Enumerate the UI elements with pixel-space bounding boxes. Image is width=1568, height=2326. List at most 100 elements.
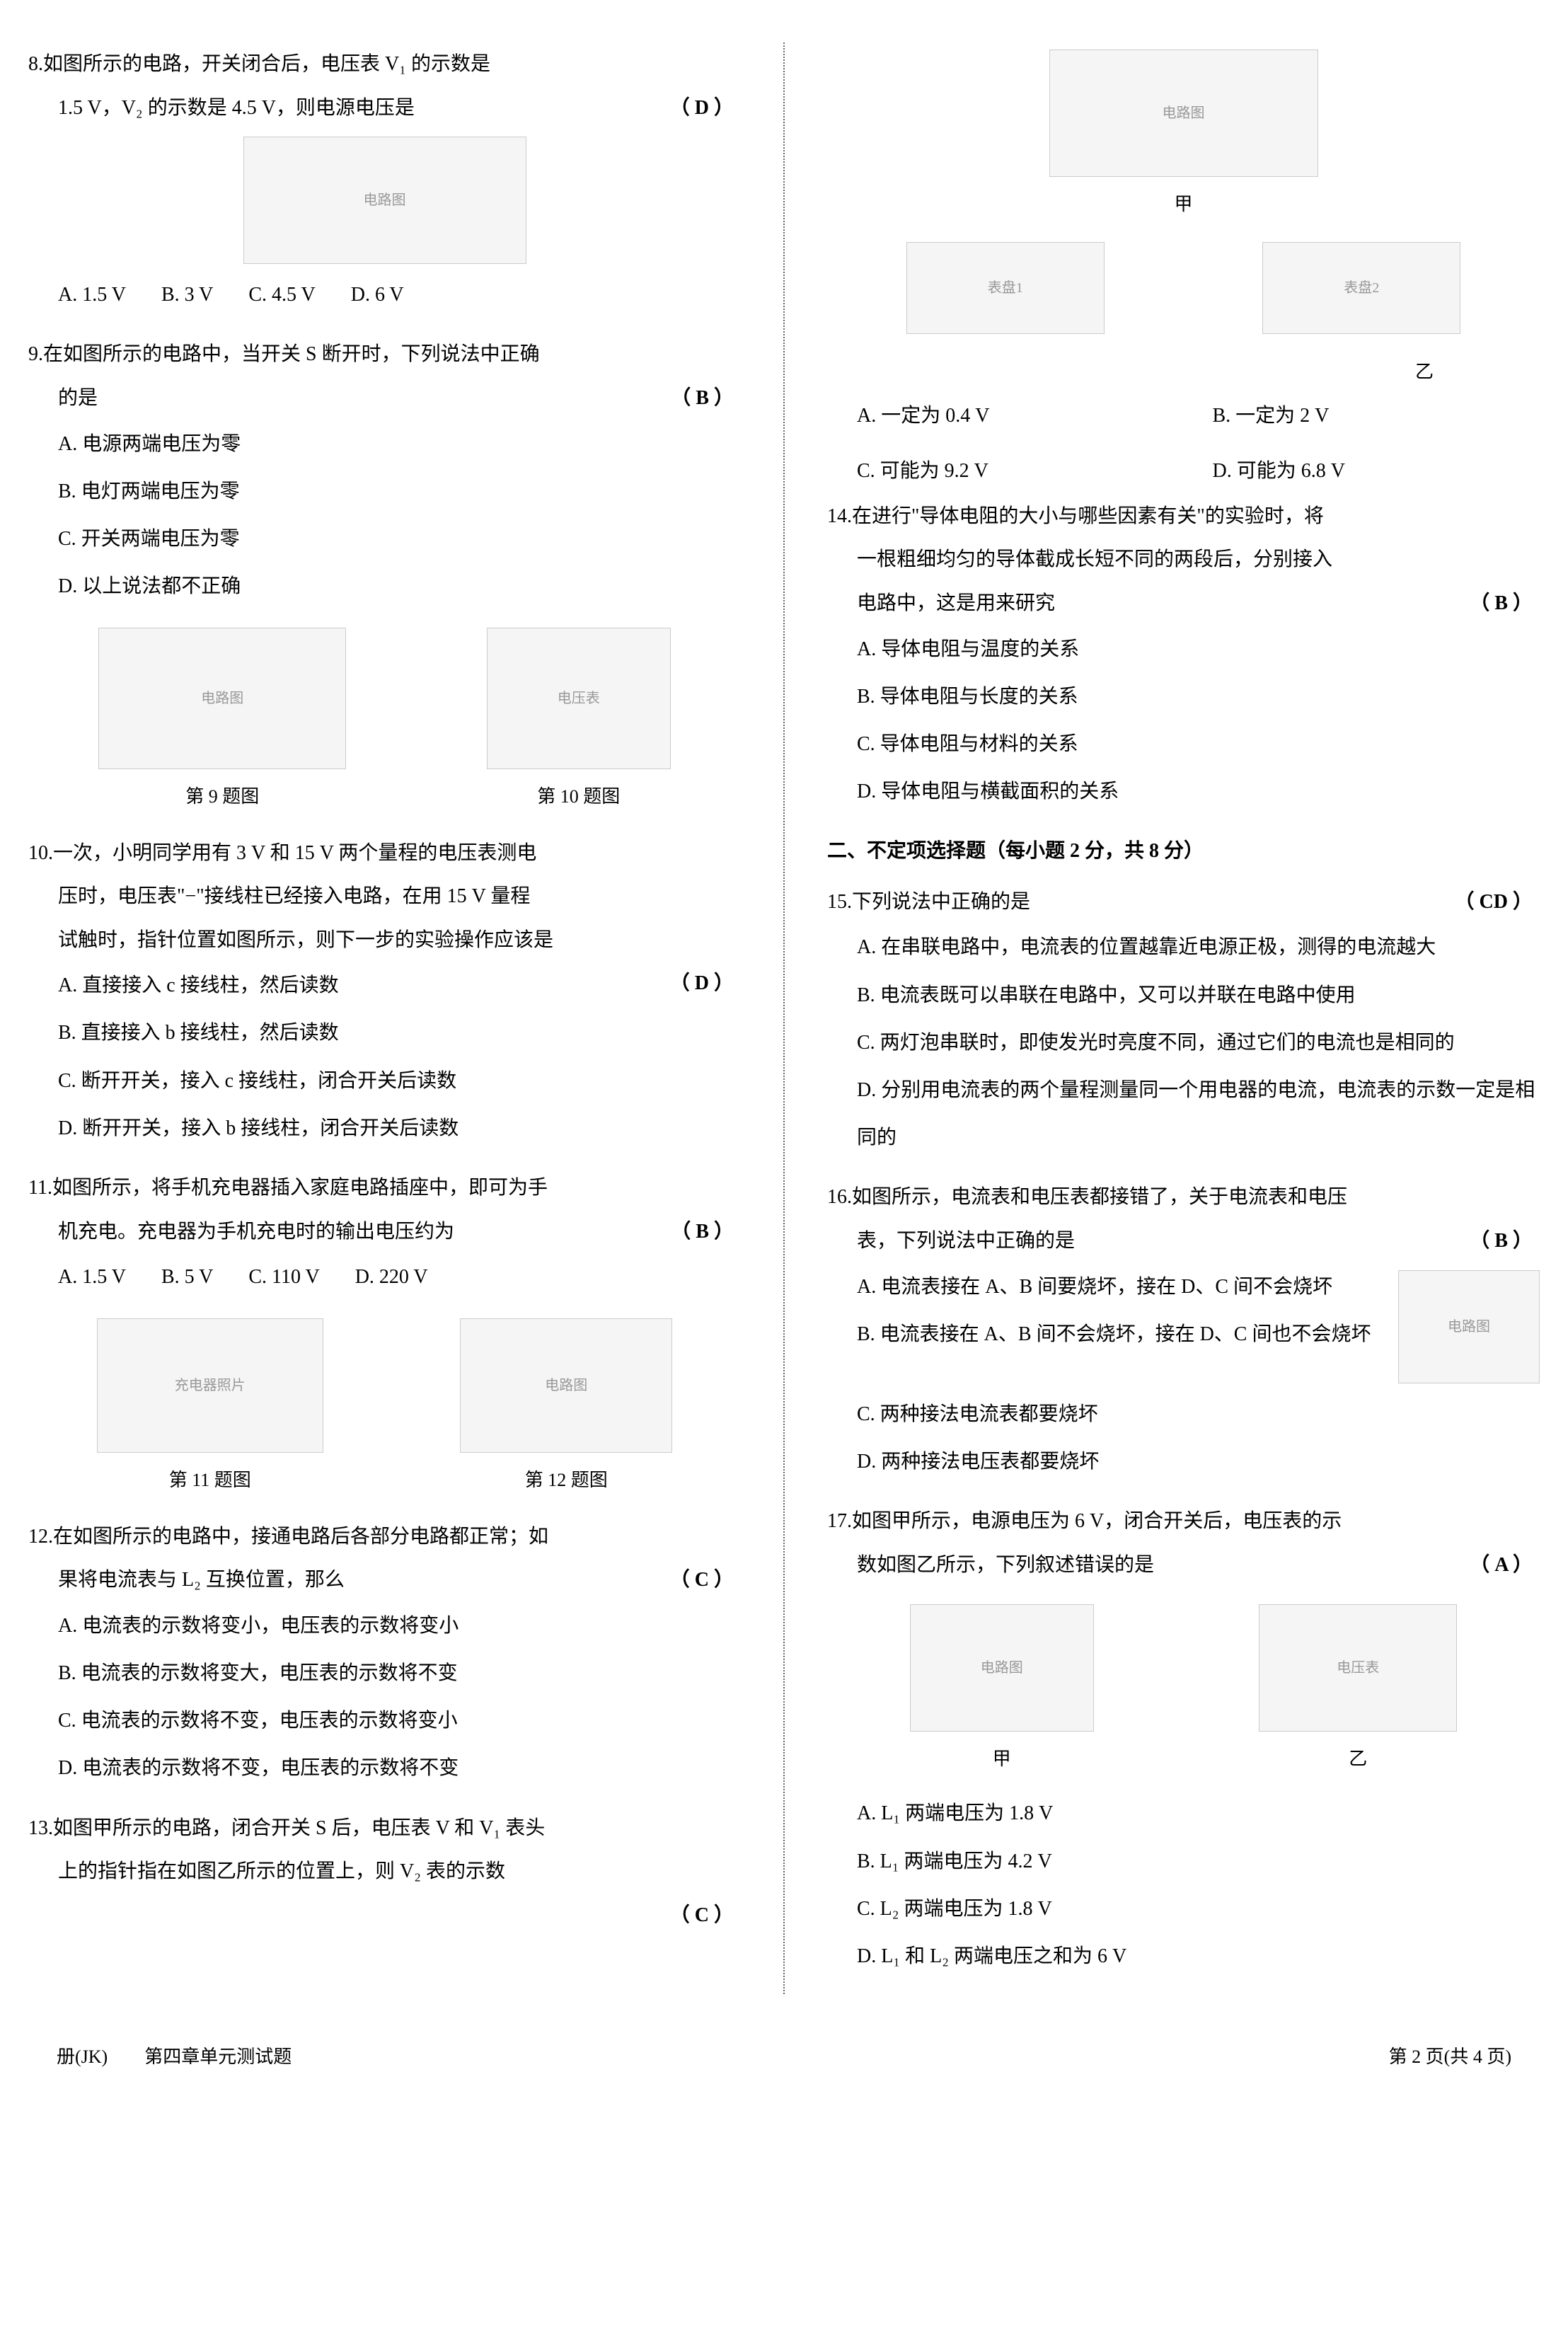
q17-option-a: A. L₁ 两端电压为 1.8 V (857, 1790, 1540, 1837)
q11-answer-value: B (696, 1221, 709, 1243)
q12-figure-item: 电路图 第 12 题图 (460, 1311, 672, 1500)
q17-figures: 电路图 甲 电压表 乙 (827, 1597, 1540, 1779)
q9-option-b: B. 电灯两端电压为零 (58, 468, 741, 515)
q17-answer: （ A ） (1470, 1543, 1533, 1587)
q8-line2: 1.5 V，V₂ 的示数是 4.5 V，则电源电压是 （ D ） (28, 86, 741, 130)
q13-figure-top: 电路图 甲 (827, 50, 1540, 224)
q14-line3: 电路中，这是用来研究 （ B ） (827, 582, 1540, 626)
q14-answer: （ B ） (1470, 582, 1533, 626)
page-footer: 册(JK) 第四章单元测试题 第 2 页(共 4 页) (28, 2037, 1540, 2077)
q13-answer-value: C (695, 1904, 709, 1926)
q12-caption: 第 12 题图 (460, 1460, 672, 1500)
q16-answer: （ B ） (1470, 1219, 1533, 1263)
q11-option-b: B. 5 V (161, 1253, 213, 1301)
q17-circuit-figure: 电路图 (910, 1604, 1094, 1732)
q9-option-a: A. 电源两端电压为零 (58, 420, 741, 468)
q10-option-d: D. 断开开关，接入 b 接线柱，闭合开关后读数 (58, 1105, 741, 1152)
q17-figure-left: 电路图 甲 (910, 1597, 1094, 1779)
q16-circuit-figure: 电路图 (1398, 1270, 1540, 1383)
q11-text2: 机充电。充电器为手机充电时的输出电压约为 (58, 1221, 454, 1243)
q10-option-c: C. 断开开关，接入 c 接线柱，闭合开关后读数 (58, 1057, 741, 1105)
q12-option-a: A. 电流表的示数将变小，电压表的示数将变小 (58, 1602, 741, 1649)
q15-option-b: B. 电流表既可以串联在电路中，又可以并联在电路中使用 (857, 972, 1540, 1019)
q16-text2: 表，下列说法中正确的是 (857, 1230, 1075, 1252)
q13-option-d: D. 可能为 6.8 V (1213, 447, 1540, 495)
q10-line1: 10.一次，小明同学用有 3 V 和 15 V 两个量程的电压表测电 (28, 831, 741, 875)
q8-option-a: A. 1.5 V (58, 271, 126, 318)
q9-answer: （ B ） (671, 376, 734, 420)
right-column: 电路图 甲 表盘1 表盘2 乙 A. 一定为 0.4 V B. 一定为 2 V … (827, 42, 1540, 1994)
q9-answer-value: B (696, 387, 709, 409)
q8-text2: 1.5 V，V₂ 的示数是 4.5 V，则电源电压是 (58, 97, 415, 119)
q9-text2: 的是 (58, 387, 98, 409)
q10-caption: 第 10 题图 (487, 776, 671, 817)
q9-circuit-figure: 电路图 (98, 628, 346, 769)
q11-option-a: A. 1.5 V (58, 1253, 126, 1301)
question-12: 12.在如图所示的电路中，接通电路后各部分电路都正常；如 果将电流表与 L₂ 互… (28, 1515, 741, 1792)
q12-text1: 在如图所示的电路中，接通电路后各部分电路都正常；如 (53, 1526, 548, 1548)
q14-option-a: A. 导体电阻与温度的关系 (857, 626, 1540, 673)
q16-layout: A. 电流表接在 A、B 间要烧坏，接在 D、C 间不会烧坏 B. 电流表接在 … (827, 1263, 1540, 1391)
q9-q10-figures: 电路图 第 9 题图 电压表 第 10 题图 (28, 621, 741, 817)
q12-line2: 果将电流表与 L₂ 互换位置，那么 （ C ） (28, 1558, 741, 1602)
q11-text1: 如图所示，将手机充电器插入家庭电路插座中，即可为手 (52, 1177, 548, 1199)
footer-right: 第 2 页(共 4 页) (1389, 2037, 1511, 2077)
q16-option-b: B. 电流表接在 A、B 间不会烧坏，接在 D、C 间也不会烧坏 (857, 1311, 1384, 1358)
q16-number: 16. (827, 1186, 852, 1208)
q9-option-c: C. 开关两端电压为零 (58, 515, 741, 563)
q15-option-a: A. 在串联电路中，电流表的位置越靠近电源正极，测得的电流越大 (857, 923, 1540, 971)
q12-option-d: D. 电流表的示数将不变，电压表的示数将不变 (58, 1744, 741, 1792)
q13-line1: 13.如图甲所示的电路，闭合开关 S 后，电压表 V 和 V₁ 表头 (28, 1807, 741, 1850)
q11-q12-figures: 充电器照片 第 11 题图 电路图 第 12 题图 (28, 1311, 741, 1500)
question-10: 10.一次，小明同学用有 3 V 和 15 V 两个量程的电压表测电 压时，电压… (28, 831, 741, 1153)
q10-answer: （ D ） (670, 962, 734, 1006)
q13-caption-top: 甲 (827, 184, 1540, 224)
q17-number: 17. (827, 1510, 852, 1532)
q16-line1: 16.如图所示，电流表和电压表都接错了，关于电流表和电压 (827, 1175, 1540, 1219)
question-8: 8.如图所示的电路，开关闭合后，电压表 V₁ 的示数是 1.5 V，V₂ 的示数… (28, 42, 741, 318)
q8-options: A. 1.5 V B. 3 V C. 4.5 V D. 6 V (28, 271, 741, 318)
q12-option-c: C. 电流表的示数将不变，电压表的示数将变小 (58, 1697, 741, 1744)
q11-photo-figure: 充电器照片 (97, 1318, 323, 1453)
q11-answer: （ B ） (671, 1210, 734, 1254)
question-9: 9.在如图所示的电路中，当开关 S 断开时，下列说法中正确 的是 （ B ） A… (28, 333, 741, 817)
q12-number: 12. (28, 1526, 53, 1548)
q13-meter1-figure: 表盘1 (906, 242, 1105, 334)
q15-option-c: C. 两灯泡串联时，即使发光时亮度不同，通过它们的电流也是相同的 (857, 1019, 1540, 1066)
q17-meter-figure: 电压表 (1259, 1604, 1457, 1732)
q12-option-b: B. 电流表的示数将变大，电压表的示数将不变 (58, 1649, 741, 1697)
q16-line2: 表，下列说法中正确的是 （ B ） (827, 1219, 1540, 1263)
q12-line1: 12.在如图所示的电路中，接通电路后各部分电路都正常；如 (28, 1515, 741, 1559)
q9-line2: 的是 （ B ） (28, 376, 741, 420)
q12-options: A. 电流表的示数将变小，电压表的示数将变小 B. 电流表的示数将变大，电压表的… (28, 1602, 741, 1792)
q17-caption-right: 乙 (1259, 1739, 1457, 1779)
q14-option-b: B. 导体电阻与长度的关系 (857, 673, 1540, 720)
q10-options: A. 直接接入 c 接线柱，然后读数 B. 直接接入 b 接线柱，然后读数 C.… (28, 962, 741, 1152)
column-divider (783, 42, 785, 1994)
question-17: 17.如图甲所示，电源电压为 6 V，闭合开关后，电压表的示 数如图乙所示，下列… (827, 1499, 1540, 1980)
q15-line1: 15.下列说法中正确的是 （ CD ） (827, 880, 1540, 924)
q14-answer-value: B (1494, 592, 1508, 614)
q8-option-b: B. 3 V (161, 271, 213, 318)
question-16: 16.如图所示，电流表和电压表都接错了，关于电流表和电压 表，下列说法中正确的是… (827, 1175, 1540, 1485)
q12-answer: （ C ） (670, 1558, 734, 1602)
q16-answer-value: B (1494, 1230, 1508, 1252)
q10-option-a: A. 直接接入 c 接线柱，然后读数 (58, 962, 741, 1009)
q10-answer-value: D (695, 972, 709, 994)
q8-answer-value: D (695, 97, 709, 119)
q15-answer-value: CD (1480, 891, 1508, 913)
q13-meter2-figure: 表盘2 (1262, 242, 1460, 334)
q10-meter-figure: 电压表 (487, 628, 671, 769)
q8-number: 8. (28, 53, 43, 75)
q14-options: A. 导体电阻与温度的关系 B. 导体电阻与长度的关系 C. 导体电阻与材料的关… (827, 626, 1540, 816)
q17-caption-left: 甲 (910, 1739, 1094, 1779)
q10-option-b: B. 直接接入 b 接线柱，然后读数 (58, 1009, 741, 1057)
q15-options: A. 在串联电路中，电流表的位置越靠近电源正极，测得的电流越大 B. 电流表既可… (827, 923, 1540, 1161)
q17-option-b: B. L₁ 两端电压为 4.2 V (857, 1838, 1540, 1885)
q9-option-d: D. 以上说法都不正确 (58, 563, 741, 610)
q13-meter-figures: 表盘1 表盘2 (827, 235, 1540, 341)
q8-answer: （ D ） (670, 86, 734, 130)
q16-option-c: C. 两种接法电流表都要烧坏 (857, 1391, 1540, 1438)
q17-option-c: C. L₂ 两端电压为 1.8 V (857, 1885, 1540, 1933)
question-14: 14.在进行"导体电阻的大小与哪些因素有关"的实验时，将 一根粗细均匀的导体截成… (827, 495, 1540, 816)
